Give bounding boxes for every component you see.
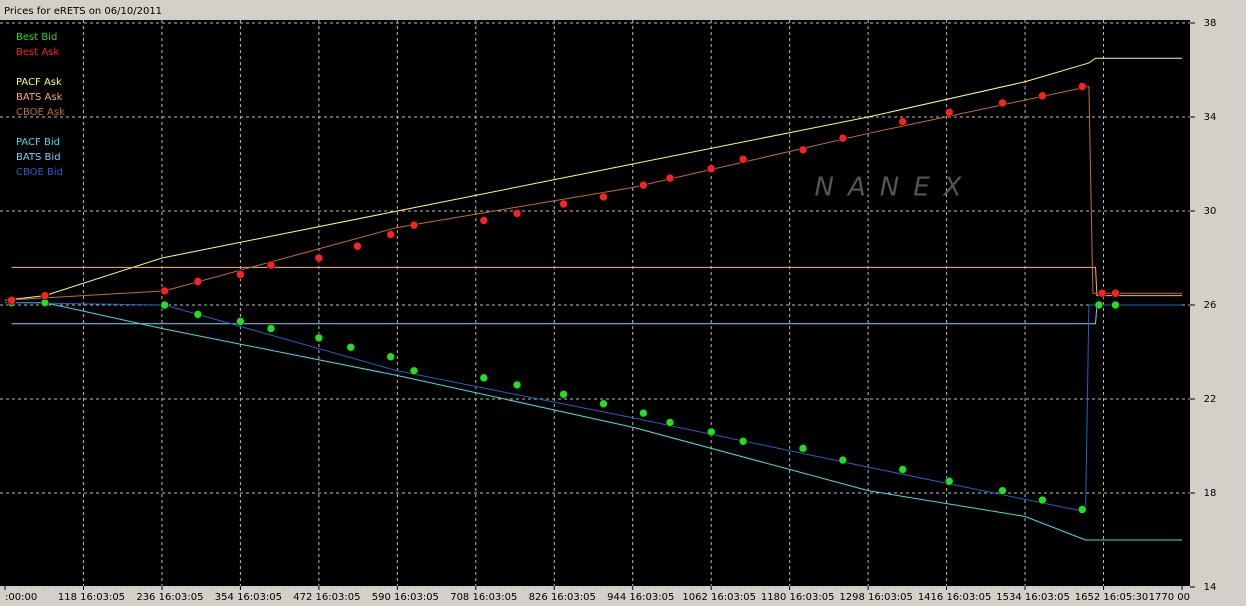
x-tick-label: 1416 16:03:05 [918,592,992,603]
quote-dot [1077,505,1087,514]
quote-dot [738,436,748,446]
x-tick-label: 472 16:03:05 [293,592,360,603]
quote-dot [7,295,16,305]
quote-dot [1097,288,1107,298]
x-tick-label: 1298 16:03:05 [839,592,913,603]
quote-dot [599,192,608,202]
y-tick-label: 14 [1204,582,1217,593]
quote-dot [512,209,522,218]
legend-entry: PACF Ask [16,77,62,88]
x-tick-label: 1180 16:03:05 [761,592,835,603]
quote-dot [386,352,395,362]
legend-entry: BATS Ask [16,92,63,103]
quote-dot [944,108,954,117]
series-line [4,302,1182,513]
x-tick-label: 118 16:03:05 [58,592,125,603]
series-line [4,85,1182,301]
quote-dot [236,270,245,279]
quote-dot [738,155,748,164]
quote-dot [409,220,419,230]
plot-area [0,20,1190,586]
quote-dot [898,117,908,126]
quote-dot [386,230,395,239]
quote-dot [639,408,648,418]
quote-dot [266,260,276,270]
quote-dot [1111,300,1120,310]
series-line [11,266,1182,297]
quote-dot [1094,300,1104,310]
quote-dot [838,455,848,465]
legend-entry: CBOE Ask [16,107,65,118]
y-tick-label: 34 [1204,112,1217,123]
y-tick-label: 18 [1204,488,1217,499]
x-tick-label: 708 16:03:05 [450,592,517,603]
quote-dot [193,310,203,319]
y-tick-label: 30 [1204,206,1217,217]
x-tick-label: 1652 16:05:30 [1075,592,1149,603]
series-line [5,302,1182,541]
quote-dot [512,380,522,390]
quote-dot [706,164,716,173]
series-line [4,57,1182,301]
legend-entry: CBOE Bid [16,167,63,178]
quote-dot [314,333,324,343]
chart-title: Prices for eRETS on 06/10/2011 [4,6,162,17]
quote-dot [798,145,808,155]
quote-dot [409,366,419,376]
quote-dot [838,133,848,143]
x-tick-label: 944 16:03:05 [607,592,674,603]
quote-dot [798,444,808,453]
x-tick-label: 1534 16:03:05 [996,592,1070,603]
quote-dot [998,98,1007,108]
x-tick-label: 354 16:03:05 [215,592,282,603]
legend-entry: Best Ask [16,47,59,58]
quote-dot [998,486,1007,495]
legend-entry: Best Bid [16,32,57,43]
quote-dot [160,286,169,296]
x-tick-label: 590 16:03:05 [372,592,439,603]
watermark: NANEX [815,173,976,203]
quote-dot [1038,495,1047,505]
quote-dot [639,180,648,190]
quote-dot [665,418,675,427]
y-tick-label: 26 [1204,300,1217,311]
quote-dot [479,216,489,225]
x-tick-label: 1770 00 [1149,592,1190,603]
quote-dot [706,427,716,437]
x-tick-label: 236 16:03:05 [136,592,203,603]
y-tick-label: 38 [1204,18,1217,29]
quote-dot [479,373,489,383]
quote-dot [665,173,675,183]
quote-dot [898,465,908,474]
x-tick-label: :00:00 [5,592,37,603]
quote-dot [346,342,356,352]
quote-dot [1038,91,1047,101]
quote-dot [559,199,568,209]
y-tick-label: 22 [1204,394,1217,405]
quote-dot [353,241,362,251]
quote-dot [266,324,276,333]
quote-dot [559,389,568,399]
legend-entry: PACF Bid [16,137,60,148]
quote-dot [40,291,50,300]
quote-dot [944,476,954,486]
x-tick-label: 826 16:03:05 [529,592,596,603]
quote-dot [160,300,169,310]
quote-dot [1111,288,1120,298]
x-tick-label: 1062 16:03:05 [682,592,756,603]
quote-dot [1077,82,1087,91]
quote-dot [236,317,245,326]
quote-dot [193,277,203,286]
quote-dot [314,253,324,263]
legend-entry: BATS Bid [16,152,61,163]
quote-dot [599,399,608,409]
